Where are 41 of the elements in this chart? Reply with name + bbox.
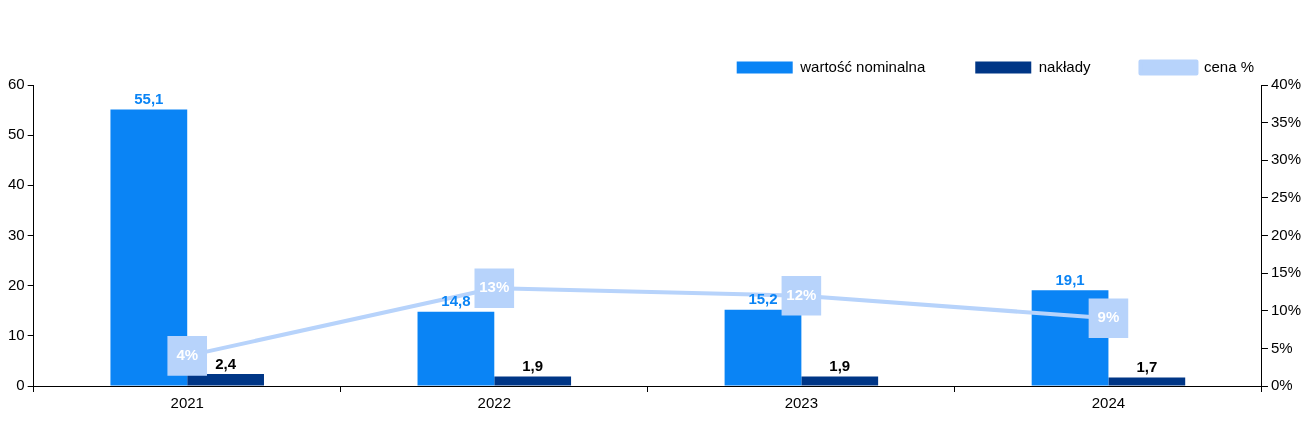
y-tick-label: 0 bbox=[16, 376, 25, 394]
legend-label: cena % bbox=[1203, 57, 1255, 75]
legend-label: nakłady bbox=[1038, 57, 1091, 75]
x-tick-label: 2023 bbox=[784, 394, 819, 412]
bar bbox=[801, 376, 879, 386]
data-label: 1,7 bbox=[1136, 358, 1158, 376]
bar bbox=[187, 373, 264, 386]
y-tick-label: 50 bbox=[8, 125, 25, 143]
y-tick-label: 30 bbox=[8, 225, 25, 243]
y2-tick-label: 40% bbox=[1270, 75, 1302, 93]
y2-tick-label: 5% bbox=[1270, 338, 1293, 356]
bar bbox=[494, 376, 572, 386]
data-label: 13% bbox=[479, 278, 510, 296]
y2-tick-label: 30% bbox=[1270, 150, 1302, 168]
data-label: 1,9 bbox=[829, 357, 851, 375]
y-tick-label: 10 bbox=[8, 325, 25, 343]
y2-tick-label: 35% bbox=[1270, 112, 1302, 130]
data-label: 12% bbox=[786, 285, 817, 303]
data-label: 14,8 bbox=[441, 292, 471, 310]
y-tick-label: 40 bbox=[8, 175, 25, 193]
bar bbox=[724, 309, 802, 386]
data-label: 1,9 bbox=[522, 357, 544, 375]
x-tick-label: 2024 bbox=[1091, 394, 1126, 412]
x-tick-label: 2021 bbox=[170, 394, 204, 412]
data-label: 4% bbox=[176, 346, 199, 364]
x-tick-label: 2022 bbox=[477, 394, 511, 412]
data-label: 15,2 bbox=[748, 290, 778, 308]
data-label: 9% bbox=[1097, 308, 1120, 326]
y-tick-label: 20 bbox=[8, 275, 25, 293]
y2-tick-label: 20% bbox=[1270, 225, 1302, 243]
bar bbox=[417, 311, 495, 386]
data-label: 55,1 bbox=[134, 90, 164, 108]
y2-tick-label: 15% bbox=[1270, 263, 1302, 281]
y2-tick-label: 0% bbox=[1270, 376, 1293, 394]
y2-tick-label: 25% bbox=[1270, 188, 1302, 206]
y2-tick-label: 10% bbox=[1270, 300, 1302, 318]
data-label: 2,4 bbox=[215, 354, 237, 372]
bar bbox=[1108, 377, 1186, 386]
legend-label: wartość nominalna bbox=[799, 57, 926, 75]
data-label: 19,1 bbox=[1055, 270, 1085, 288]
y-tick-label: 60 bbox=[8, 75, 25, 93]
